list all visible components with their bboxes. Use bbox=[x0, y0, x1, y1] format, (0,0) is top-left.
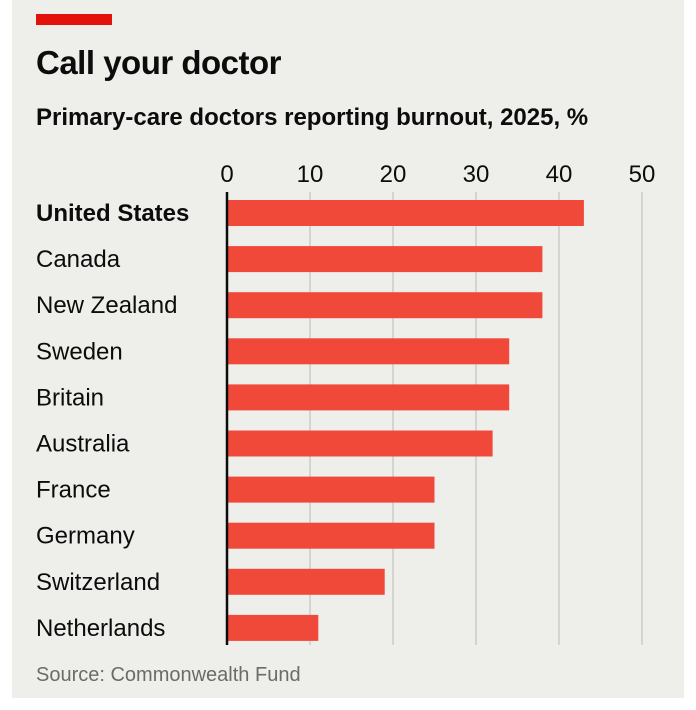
chart-title: Call your doctor bbox=[36, 44, 282, 81]
category-labels: United States Canada New Zealand Sweden Brit… bbox=[36, 200, 189, 642]
category-label: United States bbox=[36, 200, 189, 227]
chart-subtitle: Primary-care doctors reporting burnout, … bbox=[36, 104, 589, 131]
category-label: Netherlands bbox=[36, 615, 165, 642]
category-label: France bbox=[36, 477, 111, 504]
bar bbox=[227, 384, 510, 411]
category-label: New Zealand bbox=[36, 292, 177, 319]
x-tick-label: 40 bbox=[546, 161, 573, 188]
x-tick-label: 20 bbox=[380, 161, 407, 188]
bar bbox=[227, 200, 584, 226]
category-label: Australia bbox=[36, 431, 130, 458]
x-tick-label: 0 bbox=[220, 161, 233, 188]
x-tick-label: 30 bbox=[463, 161, 490, 188]
category-label: Sweden bbox=[36, 338, 123, 365]
bar bbox=[227, 338, 510, 365]
bars bbox=[227, 200, 584, 641]
bar bbox=[227, 430, 493, 457]
category-label: Britain bbox=[36, 384, 104, 411]
x-tick-label: 10 bbox=[297, 161, 324, 188]
source-note: Source: Commonwealth Fund bbox=[36, 664, 301, 686]
category-label: Canada bbox=[36, 246, 121, 273]
category-label: Germany bbox=[36, 523, 135, 550]
x-axis-ticks: 0 10 20 30 40 50 bbox=[220, 161, 655, 188]
bar bbox=[227, 246, 543, 273]
category-label: Switzerland bbox=[36, 569, 160, 596]
x-tick-label: 50 bbox=[629, 161, 656, 188]
bar bbox=[227, 292, 543, 319]
bar bbox=[227, 568, 385, 595]
bar bbox=[227, 476, 435, 503]
bar bbox=[227, 522, 435, 549]
bar bbox=[227, 614, 319, 641]
brand-red-tag bbox=[36, 14, 112, 25]
